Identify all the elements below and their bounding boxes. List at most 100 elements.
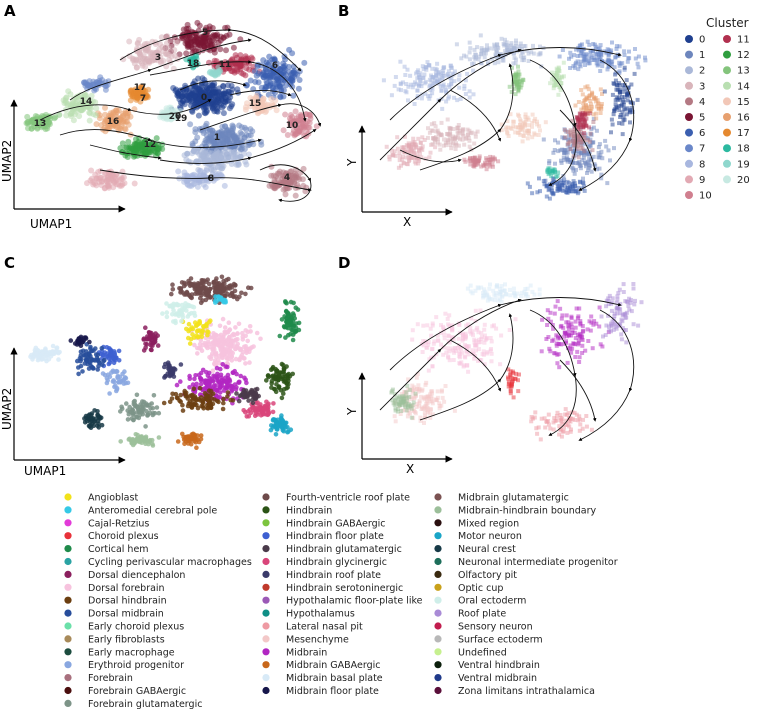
spot-point bbox=[523, 44, 528, 48]
spot-point bbox=[627, 56, 632, 61]
cell-point bbox=[170, 287, 176, 292]
cell-point bbox=[112, 379, 117, 385]
spot-point bbox=[406, 84, 411, 89]
cell-point bbox=[217, 141, 224, 148]
cell-point bbox=[284, 132, 291, 138]
cell-point bbox=[211, 373, 216, 379]
spot-point bbox=[523, 112, 528, 117]
cell-point bbox=[237, 356, 242, 362]
cell-point bbox=[289, 327, 294, 333]
cell-point bbox=[210, 346, 215, 352]
spot-point bbox=[580, 42, 584, 47]
cell-point bbox=[139, 434, 144, 439]
spot-point bbox=[541, 179, 546, 183]
spot-point bbox=[609, 130, 613, 135]
spot-point bbox=[478, 33, 483, 38]
cluster-legend-swatch bbox=[685, 66, 693, 75]
cluster-legend-swatch bbox=[723, 128, 731, 137]
spot-point bbox=[580, 51, 585, 56]
cell-point bbox=[203, 380, 208, 385]
cell-point bbox=[175, 439, 181, 444]
cell-point bbox=[68, 111, 74, 117]
spot-point bbox=[606, 53, 611, 58]
spot-point bbox=[518, 117, 523, 122]
spot-point bbox=[421, 75, 426, 80]
spot-point bbox=[622, 65, 627, 70]
spot-point bbox=[425, 135, 430, 140]
cell-point bbox=[178, 392, 183, 398]
spot-point bbox=[483, 160, 487, 165]
cell-point bbox=[164, 310, 170, 315]
cluster-label: 0 bbox=[201, 93, 207, 103]
cell-point bbox=[85, 355, 90, 361]
cell-point bbox=[80, 369, 85, 374]
panel-a-xlabel: UMAP1 bbox=[30, 217, 72, 231]
spot-point bbox=[429, 128, 434, 133]
cell-point bbox=[219, 123, 226, 130]
cell-point bbox=[229, 291, 235, 296]
cell-point bbox=[124, 154, 131, 160]
cell-point bbox=[160, 311, 165, 316]
cell-point bbox=[236, 398, 242, 404]
spot-point bbox=[428, 83, 433, 88]
cell-point bbox=[209, 353, 214, 359]
cell-point bbox=[75, 338, 81, 344]
cluster-legend-label: 6 bbox=[699, 128, 705, 139]
spot-point bbox=[463, 92, 468, 96]
spot-point bbox=[518, 41, 523, 46]
spot-point bbox=[490, 162, 495, 167]
spot-point bbox=[568, 147, 573, 151]
cell-point bbox=[296, 320, 302, 326]
cell-point bbox=[67, 91, 74, 98]
cell-point bbox=[44, 358, 49, 364]
spot-point bbox=[468, 46, 473, 51]
cell-point bbox=[113, 124, 120, 131]
spot-point bbox=[570, 181, 575, 186]
spot-point bbox=[392, 83, 397, 88]
cell-point bbox=[88, 423, 93, 429]
spot-point bbox=[465, 132, 470, 137]
cell-point bbox=[194, 183, 201, 190]
cluster-legend-label: 18 bbox=[737, 144, 750, 155]
cell-point bbox=[165, 51, 172, 58]
cell-point bbox=[280, 64, 287, 71]
cell-point bbox=[89, 81, 96, 88]
spot-point bbox=[429, 73, 433, 78]
cluster-legend-swatch bbox=[723, 144, 731, 153]
cluster-legend-swatch bbox=[685, 159, 693, 168]
cell-point bbox=[195, 351, 200, 356]
velocity-streamline bbox=[159, 129, 317, 164]
spot-point bbox=[430, 66, 435, 71]
cell-point bbox=[76, 365, 81, 370]
cell-point bbox=[191, 386, 197, 392]
cell-point bbox=[134, 414, 139, 420]
spot-point bbox=[614, 44, 619, 49]
cell-point bbox=[147, 149, 154, 156]
cell-point bbox=[221, 182, 228, 189]
spot-point bbox=[529, 50, 534, 55]
cell-point bbox=[104, 380, 110, 386]
cell-point bbox=[230, 370, 236, 375]
cell-point bbox=[256, 405, 262, 411]
cell-point bbox=[212, 32, 219, 39]
spot-point bbox=[476, 57, 481, 62]
cell-point bbox=[199, 152, 206, 159]
spot-point bbox=[424, 67, 429, 72]
cell-point bbox=[64, 102, 71, 108]
cell-point bbox=[241, 408, 246, 413]
cluster-label: 5 bbox=[202, 28, 208, 38]
spot-point bbox=[610, 40, 614, 45]
cell-point bbox=[217, 164, 224, 171]
cell-point bbox=[291, 313, 297, 318]
cell-point bbox=[284, 386, 289, 391]
spot-point bbox=[439, 88, 444, 93]
spot-point bbox=[616, 96, 621, 100]
cell-point bbox=[134, 146, 141, 153]
spot-point bbox=[587, 42, 592, 47]
cell-point bbox=[143, 424, 148, 429]
spot-point bbox=[401, 145, 406, 150]
panel-letter-b: B bbox=[338, 2, 349, 20]
cell-point bbox=[93, 352, 99, 357]
spot-point bbox=[593, 46, 598, 51]
cluster-legend-swatch bbox=[723, 81, 731, 90]
